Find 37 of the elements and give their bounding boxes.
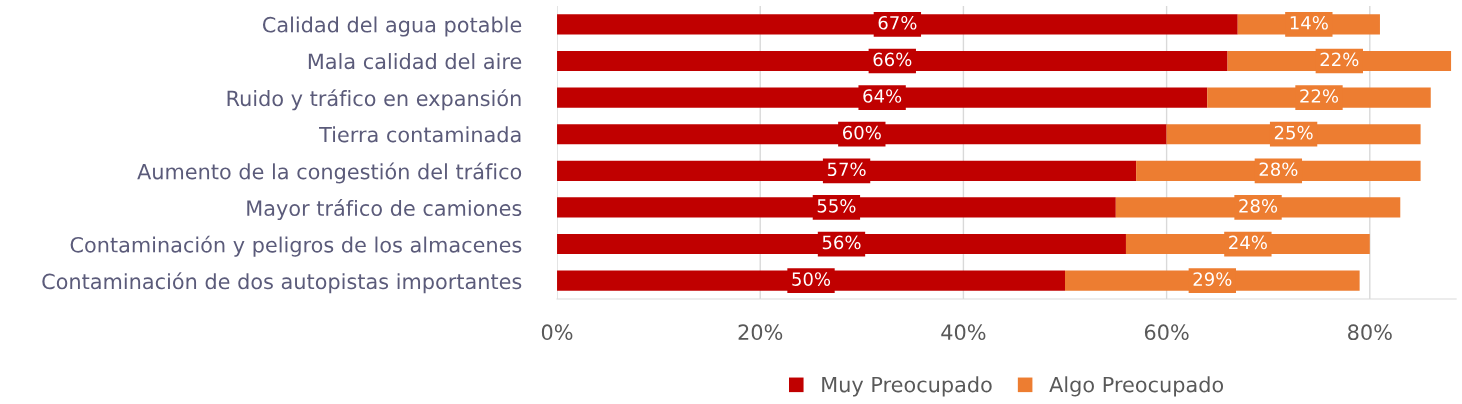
bar bbox=[557, 14, 1238, 35]
bar bbox=[557, 270, 1066, 291]
data-label: 66% bbox=[873, 52, 912, 67]
legend-label: Algo Preocupado bbox=[1049, 376, 1224, 397]
y-tick-label: Aumento de la congestión del tráfico bbox=[137, 162, 522, 184]
bar bbox=[557, 50, 1228, 72]
bar bbox=[557, 87, 1208, 108]
y-tick-label: Mayor tráfico de camiones bbox=[247, 199, 522, 221]
x-tick-label: 20% bbox=[738, 324, 783, 341]
data-label: 55% bbox=[817, 199, 856, 213]
x-tick-label: 40% bbox=[941, 324, 986, 341]
data-label: 56% bbox=[822, 235, 861, 250]
data-label: 28% bbox=[1239, 199, 1278, 213]
y-tick-label: Contaminación y peligros de los almacenes bbox=[70, 235, 522, 257]
x-tick-label: 0% bbox=[541, 324, 573, 341]
y-tick-label: Tierra contaminada bbox=[319, 126, 521, 143]
bar bbox=[557, 233, 1126, 255]
data-label: 14% bbox=[1290, 15, 1328, 30]
data-label: 28% bbox=[1259, 162, 1298, 177]
data-label: 29% bbox=[1193, 272, 1232, 286]
y-tick-label: Mala calidad del aire bbox=[308, 53, 522, 70]
data-label: 60% bbox=[843, 125, 881, 140]
y-tick-label: Calidad del agua potable bbox=[262, 16, 522, 37]
x-tick-label: 60% bbox=[1144, 324, 1189, 341]
data-label: 22% bbox=[1320, 52, 1359, 67]
data-label: 50% bbox=[792, 272, 831, 286]
bar bbox=[557, 197, 1116, 218]
data-label: 57% bbox=[827, 162, 866, 177]
data-label: 24% bbox=[1229, 235, 1267, 250]
data-label: 22% bbox=[1300, 89, 1339, 103]
y-tick-label: Ruido y tráfico en expansión bbox=[227, 89, 521, 111]
data-label: 25% bbox=[1274, 125, 1313, 140]
data-label: 67% bbox=[878, 15, 917, 30]
y-tick-label: Contaminación de dos autopistas importantes bbox=[42, 272, 522, 294]
data-label: 64% bbox=[863, 89, 902, 103]
x-tick-label: 80% bbox=[1348, 324, 1392, 341]
legend-label: Muy Preocupado bbox=[822, 376, 992, 397]
